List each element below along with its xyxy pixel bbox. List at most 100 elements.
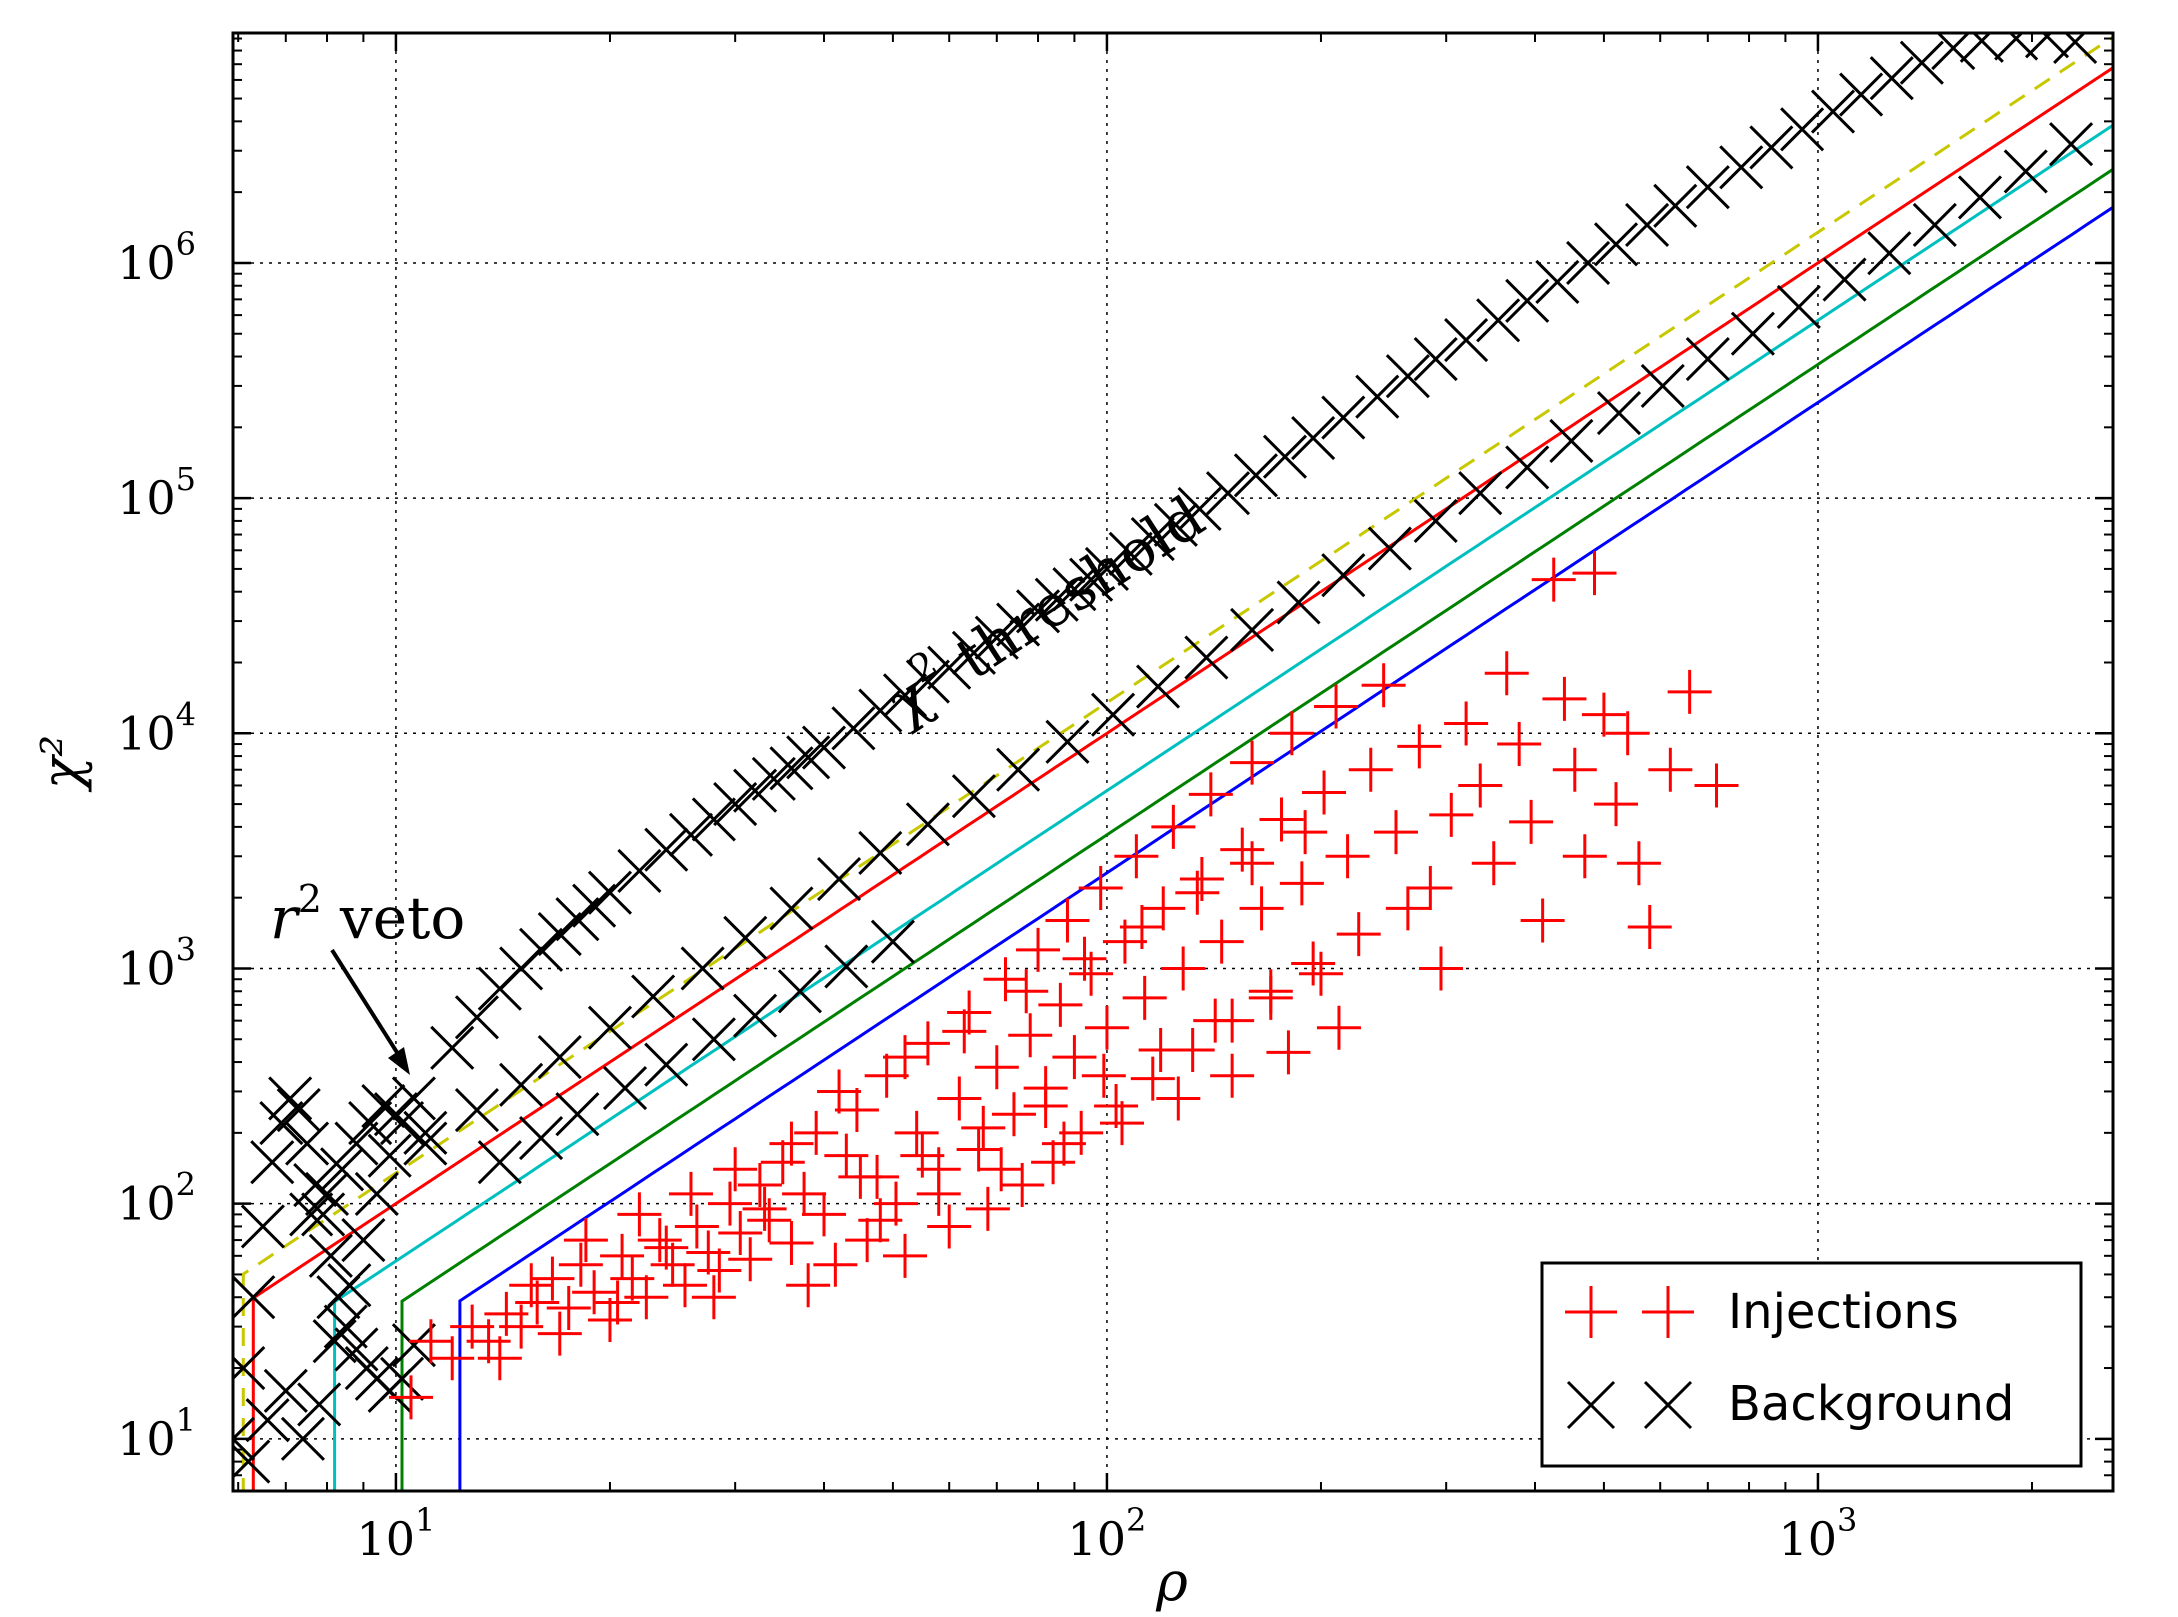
- background-point-151: [870, 919, 915, 964]
- legend-entry-background: Background: [1566, 1376, 2014, 1432]
- background-point-58: [1839, 72, 1884, 117]
- injection-point-116: [477, 1336, 522, 1381]
- injection-point-81: [1269, 711, 1314, 756]
- injection-point-155: [1316, 1005, 1361, 1050]
- background-point-62: [1959, 33, 2004, 63]
- injection-point-59: [1059, 1110, 1104, 1155]
- injection-point-125: [713, 1147, 758, 1192]
- background-point-90: [1549, 418, 1594, 464]
- injection-point-29: [782, 1171, 827, 1216]
- legend-label-injections: Injections: [1728, 1284, 1959, 1340]
- veto-math-base: r: [270, 884, 301, 952]
- injection-point-130: [838, 1154, 883, 1199]
- injection-point-55: [1031, 1140, 1076, 1185]
- background-point-107: [259, 1101, 304, 1146]
- background-point-142: [477, 1140, 522, 1185]
- background-point-44: [1413, 337, 1458, 382]
- injection-point-139: [1023, 1084, 1068, 1129]
- background-point-64: [2024, 33, 2070, 59]
- background-point-111: [293, 1162, 338, 1208]
- injection-point-118: [537, 1311, 582, 1356]
- background-point-89: [1505, 445, 1550, 490]
- injection-point-62: [1084, 1005, 1129, 1050]
- injection-point-107: [1572, 551, 1617, 596]
- injection-point-87: [1336, 912, 1381, 957]
- background-point-126: [297, 1382, 342, 1427]
- x-axis-label: ρ: [1155, 1550, 1188, 1613]
- injection-point-32: [813, 1242, 858, 1287]
- background-point-40: [1291, 416, 1336, 461]
- background-point-115: [323, 1304, 368, 1349]
- background-point-0: [403, 1110, 448, 1155]
- background-point-35: [1153, 502, 1198, 547]
- injection-point-136: [961, 1105, 1006, 1150]
- background-point-103: [233, 1345, 266, 1391]
- injection-point-91: [1385, 886, 1430, 931]
- injection-point-86: [1325, 834, 1370, 879]
- injection-point-127: [769, 1121, 814, 1166]
- background-point-79: [1045, 719, 1090, 764]
- background-point-72: [723, 915, 768, 960]
- background-point-104: [233, 1275, 276, 1320]
- legend-marker-injections-2: [1642, 1286, 1694, 1338]
- background-point-102: [233, 1416, 256, 1461]
- background-point-23: [905, 659, 950, 704]
- background-point-49: [1566, 240, 1611, 285]
- injection-point-128: [786, 1263, 831, 1308]
- background-point-9: [587, 870, 633, 915]
- injection-point-88: [1348, 747, 1393, 792]
- injection-point-103: [1531, 557, 1576, 602]
- injection-point-57: [1045, 898, 1090, 943]
- injection-point-4: [466, 1319, 511, 1364]
- background-point-128: [327, 1263, 372, 1308]
- background-point-133: [391, 1076, 436, 1121]
- background-point-105: [240, 1204, 285, 1249]
- injection-point-111: [1616, 841, 1661, 886]
- injection-point-13: [600, 1233, 645, 1278]
- injection-point-34: [834, 1088, 879, 1133]
- injection-point-6: [499, 1304, 544, 1349]
- injection-point-11: [572, 1270, 617, 1315]
- background-point-65: [2053, 33, 2098, 65]
- background-point-137: [348, 1101, 393, 1146]
- injection-point-105: [1552, 747, 1597, 792]
- injection-point-112: [1627, 905, 1672, 950]
- background-point-144: [555, 1092, 600, 1137]
- injection-point-93: [1408, 865, 1453, 910]
- background-point-54: [1719, 145, 1764, 190]
- background-point-67: [499, 1062, 544, 1107]
- injection-point-50: [991, 1092, 1036, 1137]
- background-point-97: [1867, 231, 1912, 276]
- background-point-138: [334, 1121, 379, 1166]
- injection-point-153: [1283, 810, 1328, 855]
- background-point-141: [289, 1192, 334, 1237]
- background-point-25: [951, 630, 996, 675]
- injection-point-45: [947, 990, 992, 1035]
- injection-point-148: [1193, 998, 1238, 1043]
- injection-point-83: [1291, 941, 1336, 986]
- injection-point-21: [697, 1248, 742, 1293]
- injection-point-15: [624, 1275, 669, 1320]
- injection-point-96: [1444, 701, 1489, 746]
- background-point-48: [1535, 259, 1580, 305]
- injection-point-131: [858, 1198, 903, 1243]
- background-point-87: [1413, 498, 1458, 543]
- background-point-112: [301, 1192, 346, 1237]
- injection-point-8: [530, 1256, 575, 1301]
- injection-point-16: [637, 1218, 682, 1263]
- injection-point-129: [817, 1069, 862, 1114]
- injection-point-70: [1161, 946, 1206, 991]
- background-point-14: [713, 782, 758, 827]
- threshold-curve-1: [251, 66, 2113, 1491]
- injection-point-85: [1314, 684, 1359, 729]
- injection-point-39: [883, 1233, 928, 1278]
- injection-point-134: [916, 1171, 961, 1216]
- background-point-20: [831, 706, 876, 751]
- injection-point-98: [1471, 841, 1516, 886]
- x-tick-labels: 101 102 103: [356, 1501, 1857, 1566]
- background-point-95: [1776, 284, 1821, 329]
- background-point-69: [587, 1005, 633, 1050]
- injection-point-35: [845, 1218, 890, 1263]
- injection-point-92: [1397, 724, 1442, 769]
- y-tick-label-3: 104: [117, 695, 196, 760]
